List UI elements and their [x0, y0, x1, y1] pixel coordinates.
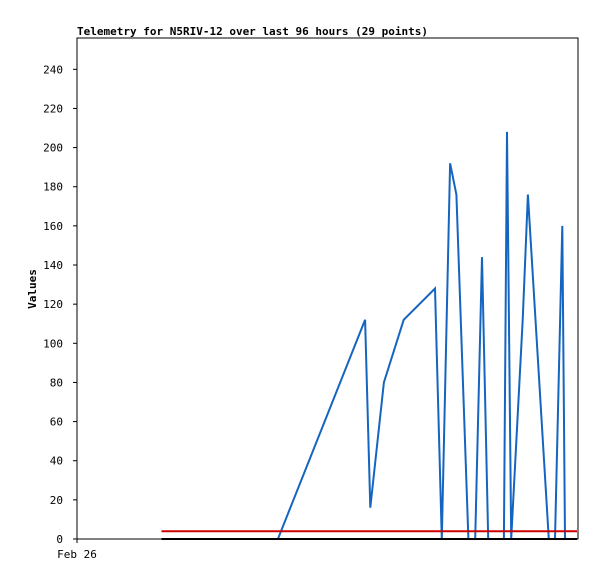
y-tick-label: 140 — [43, 259, 63, 272]
y-tick-label: 120 — [43, 298, 63, 311]
chart-title: Telemetry for N5RIV-12 over last 96 hour… — [77, 25, 428, 38]
y-tick-label: 200 — [43, 142, 63, 155]
y-tick-label: 0 — [56, 533, 63, 546]
y-tick-label: 220 — [43, 102, 63, 115]
y-tick-label: 100 — [43, 337, 63, 350]
y-tick-label: 180 — [43, 181, 63, 194]
y-tick-label: 20 — [50, 494, 63, 507]
y-tick-label: 160 — [43, 220, 63, 233]
y-tick-label: 240 — [43, 63, 63, 76]
x-tick-label: Feb 26 — [57, 548, 97, 561]
series-layer — [161, 131, 577, 540]
y-tick-label: 60 — [50, 416, 63, 429]
x-axis-ticks: Feb 26 — [57, 539, 97, 561]
series-line-0 — [276, 131, 566, 540]
y-tick-label: 80 — [50, 376, 63, 389]
y-axis-ticks: 0 20 40 60 80 100 120 140 160 180 200 220 240 — [43, 63, 77, 546]
plot-frame — [76, 37, 579, 540]
y-axis-label: Values — [26, 269, 39, 309]
y-tick-label: 40 — [50, 455, 63, 468]
